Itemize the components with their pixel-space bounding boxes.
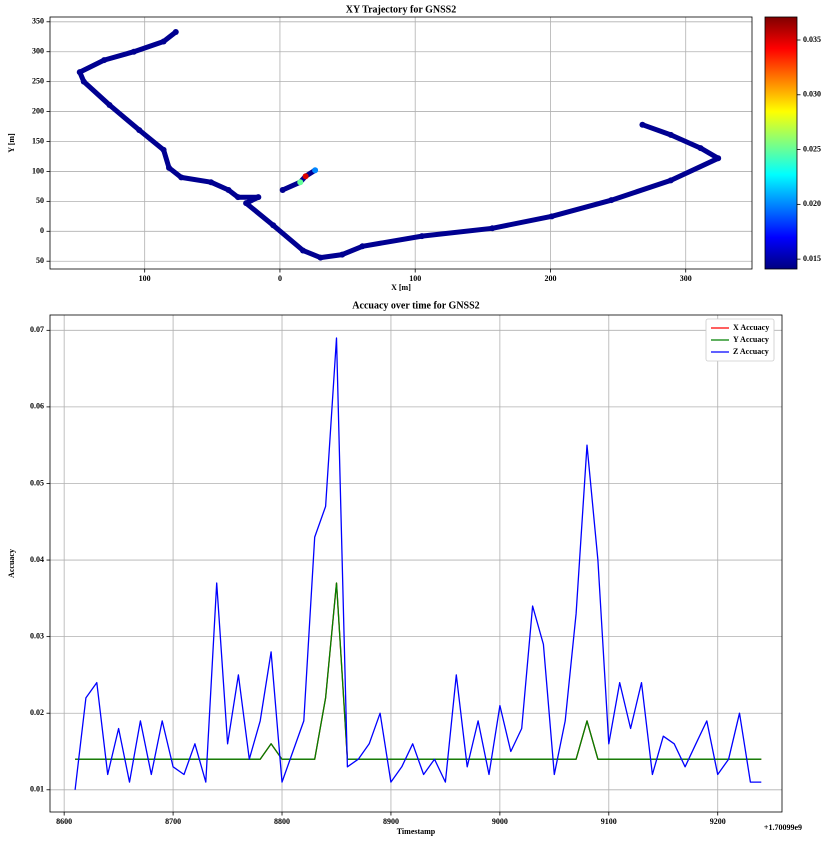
y-tick-label: 0.03	[30, 631, 44, 640]
y-axis-label: Accuacy	[7, 549, 16, 578]
plot-frame	[49, 314, 783, 813]
trajectory-point	[160, 146, 167, 153]
x-tick-label: 8700	[165, 817, 181, 826]
trajectory-point	[312, 167, 319, 174]
trajectory-point	[136, 127, 143, 134]
y-tick-label: 350	[32, 17, 44, 26]
trajectory-point	[297, 179, 304, 186]
y-tick-label: 150	[32, 136, 44, 145]
x-tick-label: 200	[544, 274, 556, 283]
trajectory-point	[255, 194, 262, 201]
trajectory-point	[101, 57, 108, 64]
y-tick-label: 50	[36, 196, 44, 205]
trajectory-point	[639, 121, 646, 128]
trajectory-point	[235, 194, 242, 201]
legend-box	[705, 318, 775, 362]
trajectory-point	[302, 173, 309, 180]
chart-title: Accuacy over time for GNSS2	[352, 300, 479, 311]
trajectory-point	[172, 28, 179, 35]
colorbar	[764, 16, 798, 270]
x-tick-label: 9200	[710, 817, 726, 826]
colorbar-tick-label: 0.035	[803, 35, 821, 44]
trajectory-point	[608, 197, 615, 204]
legend-label: Y Accuacy	[733, 335, 769, 344]
x-tick-label: 300	[680, 274, 692, 283]
chart-title: XY Trajectory for GNSS2	[346, 4, 456, 15]
trajectory-point	[359, 243, 366, 250]
trajectory-point	[166, 164, 173, 171]
legend-label: Z Accuacy	[733, 347, 769, 356]
y-tick-label: 0.01	[30, 785, 44, 794]
colorbar-tick-label: 0.015	[803, 254, 821, 263]
legend-label: X Accuacy	[733, 323, 769, 332]
y-tick-label: 100	[32, 166, 44, 175]
x-offset-label: +1.70099e9	[764, 823, 802, 832]
y-tick-label: 200	[32, 106, 44, 115]
x-tick-label: 8900	[383, 817, 399, 826]
y-axis-label: Y [m]	[7, 133, 16, 153]
y-tick-label: 0	[40, 226, 44, 235]
trajectory-point	[317, 254, 324, 261]
trajectory-point	[106, 101, 113, 108]
x-tick-label: 9000	[492, 817, 508, 826]
trajectory-point	[225, 186, 232, 193]
trajectory-point	[339, 251, 346, 258]
trajectory-point	[279, 186, 286, 193]
y-tick-label: 300	[32, 47, 44, 56]
colorbar-tick-label: 0.025	[803, 144, 821, 153]
x-tick-label: 8600	[56, 817, 72, 826]
series-line	[74, 337, 762, 790]
x-tick-label: 9100	[601, 817, 617, 826]
x-axis-label: X [m]	[391, 283, 411, 292]
x-tick-label: 0	[278, 274, 282, 283]
trajectory-point	[207, 179, 214, 186]
x-axis-label: Timestamp	[397, 827, 436, 836]
x-tick-label: 100	[139, 274, 151, 283]
trajectory-point	[299, 247, 306, 254]
plot-frame	[49, 16, 753, 270]
trajectory-point	[489, 225, 496, 232]
trajectory-point	[130, 48, 137, 55]
trajectory-point	[160, 38, 167, 45]
trajectory-point	[243, 200, 250, 207]
trajectory-point	[667, 177, 674, 184]
trajectory-point	[80, 78, 87, 85]
trajectory-point	[697, 145, 704, 152]
x-tick-label: 8800	[274, 817, 290, 826]
trajectory-point	[667, 131, 674, 138]
y-tick-label: 0.02	[30, 708, 44, 717]
colorbar-tick-label: 0.020	[803, 199, 821, 208]
colorbar-tick-label: 0.030	[803, 90, 821, 99]
trajectory-point	[548, 213, 555, 220]
trajectory-point	[418, 233, 425, 240]
y-tick-label: 0.05	[30, 478, 44, 487]
y-tick-label: 0.07	[30, 325, 44, 334]
y-tick-label: 250	[32, 76, 44, 85]
y-tick-label: 0.06	[30, 402, 44, 411]
trajectory-point	[715, 155, 722, 162]
trajectory-point	[270, 222, 277, 229]
legend: X Accuacy Y Accuacy Z Accuacy	[705, 318, 775, 362]
trajectory-point	[76, 69, 83, 76]
trajectory-point	[178, 174, 185, 181]
y-tick-label: 0.04	[30, 555, 44, 564]
y-tick-label: 50	[36, 256, 44, 265]
x-tick-label: 100	[409, 274, 421, 283]
